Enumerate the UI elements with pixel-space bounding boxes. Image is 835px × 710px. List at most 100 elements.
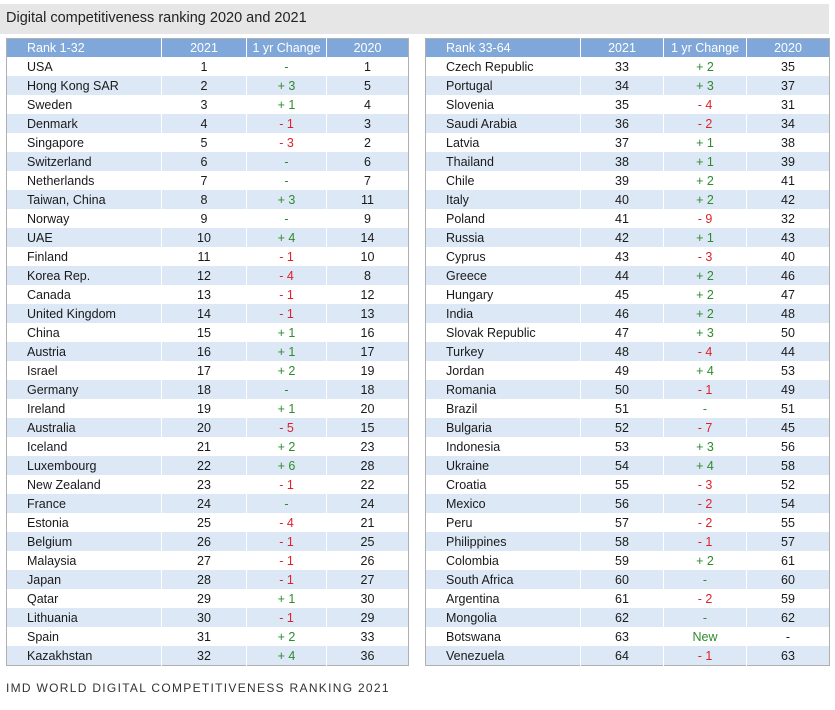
change-cell: + 3 [663, 323, 747, 342]
country-cell: United Kingdom [6, 304, 162, 323]
country-cell: Taiwan, China [6, 190, 162, 209]
change-cell: + 2 [663, 304, 747, 323]
change-cell: + 1 [663, 133, 747, 152]
rank-2020-cell: 61 [746, 551, 830, 570]
table-body: USA 1-1 Hong Kong SAR 2 + 3 5 Sweden 3 + 1 4 Denma… [6, 57, 409, 666]
table-row: Spain 31 + 2 33 [6, 627, 409, 646]
country-cell: Croatia [425, 475, 581, 494]
country-cell: Greece [425, 266, 581, 285]
rank-2020-cell: 33 [326, 627, 409, 646]
rank-2020-cell: 19 [326, 361, 409, 380]
table-row: Slovenia 35- 4 31 [425, 95, 830, 114]
change-cell: + 1 [246, 95, 327, 114]
rank-2020-cell: 46 [746, 266, 830, 285]
rank-2020-cell: 42 [746, 190, 830, 209]
rank-2020-cell: 54 [746, 494, 830, 513]
rank-2021-cell: 64 [580, 646, 664, 666]
rank-2021-cell: 37 [580, 133, 664, 152]
rank-2020-cell: 12 [326, 285, 409, 304]
country-cell: Thailand [425, 152, 581, 171]
change-cell: + 4 [663, 456, 747, 475]
rank-2021-cell: 48 [580, 342, 664, 361]
rank-2020-cell: 2 [326, 133, 409, 152]
rank-2021-cell: 21 [161, 437, 247, 456]
rank-2020-cell: 1 [326, 57, 409, 76]
rank-2021-cell: 44 [580, 266, 664, 285]
rank-2021-cell: 28 [161, 570, 247, 589]
rank-2020-cell: 26 [326, 551, 409, 570]
rank-2020-cell: 34 [746, 114, 830, 133]
table-row: Iceland 21 + 2 23 [6, 437, 409, 456]
table-row: Turkey 48- 4 44 [425, 342, 830, 361]
change-cell: + 3 [246, 190, 327, 209]
country-cell: Iceland [6, 437, 162, 456]
rank-2021-cell: 8 [161, 190, 247, 209]
rank-2021-cell: 4 [161, 114, 247, 133]
country-cell: Italy [425, 190, 581, 209]
table-row: Russia 42 + 1 43 [425, 228, 830, 247]
rank-2020-cell: 8 [326, 266, 409, 285]
rank-2020-cell: 52 [746, 475, 830, 494]
rank-2020-cell: 24 [326, 494, 409, 513]
rank-2020-cell: 36 [326, 646, 409, 666]
rank-2021-cell: 35 [580, 95, 664, 114]
header-rank: Rank 33-64 [425, 38, 581, 57]
table-header-row: Rank 33-64 2021 1 yr Change 2020 [425, 38, 830, 57]
rank-2021-cell: 3 [161, 95, 247, 114]
table-row: UAE 10 + 4 14 [6, 228, 409, 247]
table-row: Malaysia 27- 1 26 [6, 551, 409, 570]
change-cell: - [246, 209, 327, 228]
table-row: Norway 9-9 [6, 209, 409, 228]
table-row: Bulgaria 52- 7 45 [425, 418, 830, 437]
rank-2021-cell: 43 [580, 247, 664, 266]
change-cell: - 1 [246, 304, 327, 323]
table-row: Kazakhstan 32 + 4 36 [6, 646, 409, 666]
change-cell: - 2 [663, 589, 747, 608]
rank-2021-cell: 52 [580, 418, 664, 437]
rank-2020-cell: 63 [746, 646, 830, 666]
country-cell: Singapore [6, 133, 162, 152]
change-cell: - 2 [663, 513, 747, 532]
country-cell: Belgium [6, 532, 162, 551]
change-cell: + 2 [663, 285, 747, 304]
country-cell: Lithuania [6, 608, 162, 627]
country-cell: Venezuela [425, 646, 581, 666]
change-cell: - [246, 380, 327, 399]
change-cell: - 9 [663, 209, 747, 228]
table-row: Saudi Arabia 36- 2 34 [425, 114, 830, 133]
rank-2021-cell: 39 [580, 171, 664, 190]
country-cell: Hungary [425, 285, 581, 304]
change-cell: - 1 [663, 532, 747, 551]
country-cell: Slovenia [425, 95, 581, 114]
table-row: Brazil 51-51 [425, 399, 830, 418]
country-cell: Luxembourg [6, 456, 162, 475]
country-cell: Ukraine [425, 456, 581, 475]
change-cell: + 2 [663, 57, 747, 76]
table-row: Cyprus 43- 3 40 [425, 247, 830, 266]
rank-2020-cell: 13 [326, 304, 409, 323]
country-cell: Russia [425, 228, 581, 247]
change-cell: - 1 [246, 551, 327, 570]
table-row: Canada 13- 1 12 [6, 285, 409, 304]
change-cell: - 4 [246, 513, 327, 532]
table-row: Latvia 37 + 1 38 [425, 133, 830, 152]
header-2020: 2020 [326, 38, 409, 57]
rank-2020-cell: 56 [746, 437, 830, 456]
change-cell: - 2 [663, 494, 747, 513]
rank-2021-cell: 32 [161, 646, 247, 666]
rank-2020-cell: 35 [746, 57, 830, 76]
table-row: United Kingdom 14- 1 13 [6, 304, 409, 323]
rank-2021-cell: 41 [580, 209, 664, 228]
country-cell: Kazakhstan [6, 646, 162, 666]
country-cell: Latvia [425, 133, 581, 152]
table-row: Luxembourg 22 + 6 28 [6, 456, 409, 475]
change-cell: - 1 [246, 608, 327, 627]
table-row: Finland 11- 1 10 [6, 247, 409, 266]
rank-2020-cell: 22 [326, 475, 409, 494]
country-cell: Spain [6, 627, 162, 646]
country-cell: Estonia [6, 513, 162, 532]
rank-2020-cell: 20 [326, 399, 409, 418]
change-cell: + 2 [246, 361, 327, 380]
change-cell: + 2 [663, 190, 747, 209]
